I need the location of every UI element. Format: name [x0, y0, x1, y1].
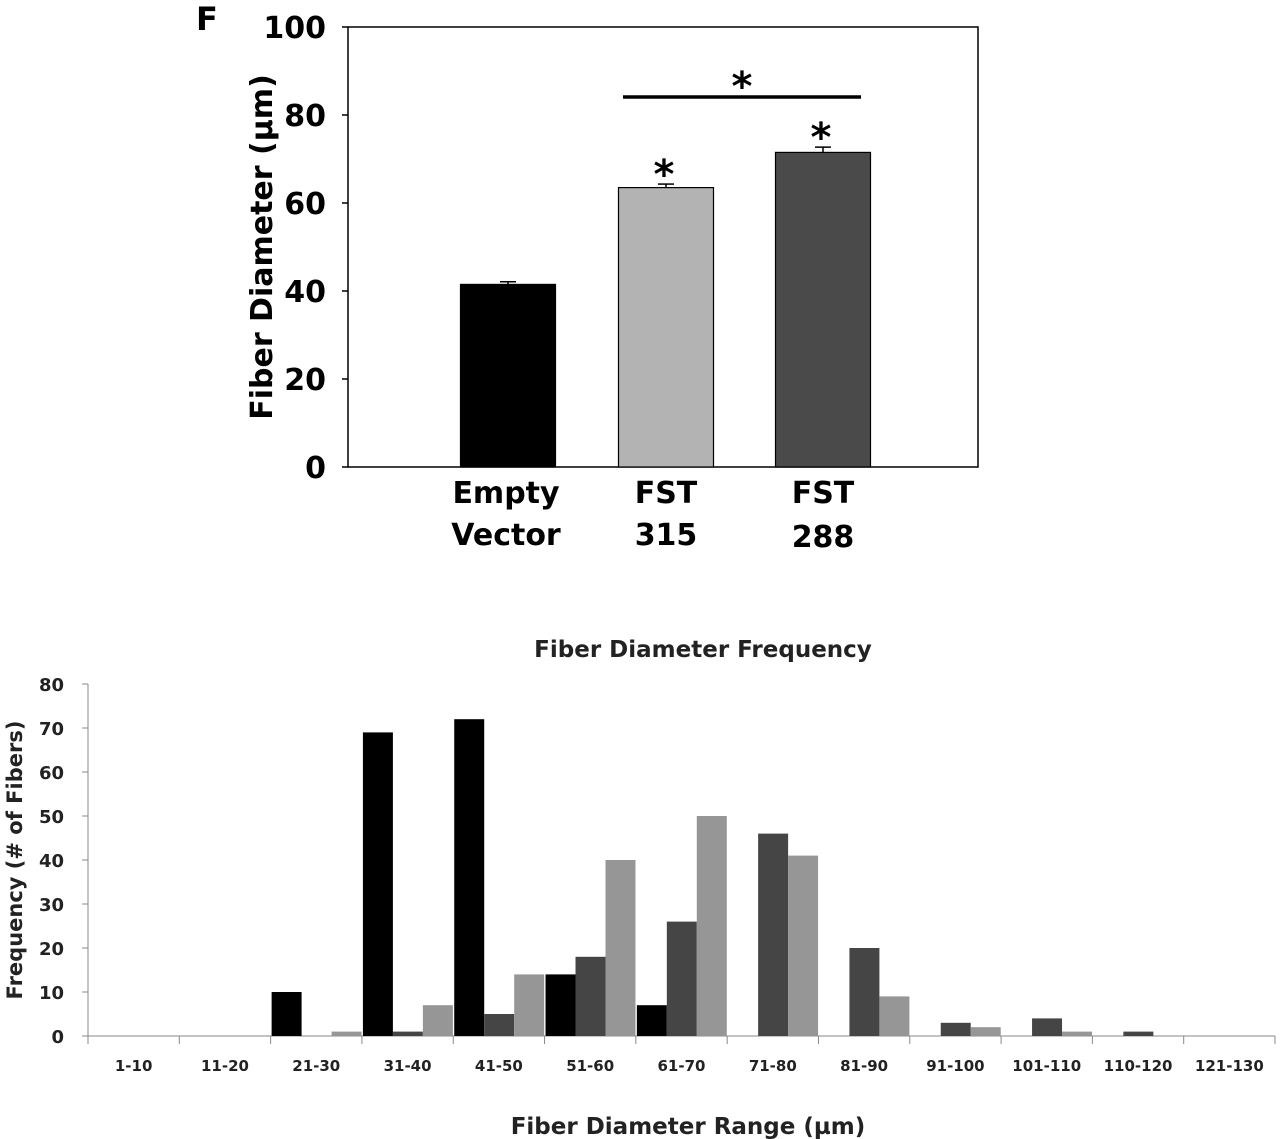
- y-tick-label: 40: [284, 275, 326, 310]
- bar-fst-288: [1123, 1031, 1154, 1036]
- x-tick-label: 51-60: [566, 1057, 614, 1075]
- y-tick-label: 100: [263, 11, 326, 46]
- x-tick-label: FST: [635, 476, 698, 511]
- x-axis-label: Fiber Diameter Range (µm): [511, 1114, 866, 1139]
- bar-fst-315: [788, 855, 819, 1036]
- panel-label: F: [196, 0, 218, 38]
- y-tick-label: 10: [39, 983, 64, 1004]
- y-tick-label: 40: [39, 851, 64, 872]
- bar-fst-288: [666, 921, 697, 1036]
- x-tick-label: FST: [792, 476, 855, 511]
- x-tick-label: 11-20: [201, 1057, 249, 1075]
- bar-fst-315: [1062, 1031, 1093, 1036]
- x-tick-label: 41-50: [475, 1057, 523, 1075]
- y-tick-label: 0: [51, 1027, 64, 1048]
- bar-1: [617, 187, 715, 468]
- bar-fst-288: [940, 1022, 971, 1036]
- x-tick-label: 110-120: [1104, 1057, 1173, 1075]
- significance-star: *: [732, 64, 753, 110]
- bar-empty-vector: [271, 992, 302, 1036]
- bar-0: [459, 283, 557, 468]
- x-tick-label: 121-130: [1195, 1057, 1264, 1075]
- fiber-diameter-frequency-chart: Fiber Diameter Frequency Fiber Diameter …: [3, 637, 1276, 1139]
- y-tick-label: 30: [39, 895, 64, 916]
- bar-fst-288: [392, 1031, 423, 1036]
- bar-fst-288: [849, 948, 880, 1036]
- bar-fst-288: [484, 1014, 515, 1036]
- bar-fst-315: [514, 974, 545, 1036]
- bar-fst-315: [605, 860, 636, 1036]
- bar-fst-288: [758, 833, 789, 1036]
- bar-fst-315: [696, 816, 727, 1036]
- y-axis-label: Fiber Diameter (µm): [245, 74, 280, 420]
- x-tick-label: 315: [635, 518, 698, 553]
- y-axis-label: Frequency (# of Fibers): [3, 721, 27, 1000]
- x-tick-label: 288: [792, 520, 855, 555]
- y-tick-label: 60: [284, 187, 326, 222]
- y-tick-label: 20: [284, 363, 326, 398]
- bar-fst-315: [422, 1005, 453, 1036]
- bar-empty-vector: [362, 732, 393, 1036]
- bar-fst-315: [970, 1027, 1001, 1036]
- y-tick-label: 80: [39, 675, 64, 696]
- y-tick-label: 20: [39, 939, 64, 960]
- x-tick-label: 31-40: [384, 1057, 432, 1075]
- x-tick-label: Vector: [451, 518, 561, 553]
- significance-star: *: [654, 152, 675, 198]
- bar-empty-vector: [454, 719, 485, 1036]
- y-tick-label: 70: [39, 719, 64, 740]
- x-tick-label: 101-110: [1012, 1057, 1081, 1075]
- x-tick-label: 71-80: [749, 1057, 797, 1075]
- y-tick-label: 80: [284, 99, 326, 134]
- significance-star: *: [811, 115, 832, 161]
- bar-empty-vector: [545, 974, 576, 1036]
- x-tick-label: 81-90: [840, 1057, 888, 1075]
- x-tick-label: Empty: [452, 476, 560, 511]
- x-tick-label: 21-30: [292, 1057, 340, 1075]
- x-tick-label: 61-70: [658, 1057, 706, 1075]
- y-tick-label: 0: [305, 451, 326, 486]
- y-tick-label: 60: [39, 763, 64, 784]
- y-tick-label: 50: [39, 807, 64, 828]
- chart-title: Fiber Diameter Frequency: [534, 637, 872, 663]
- x-tick-label: 91-100: [926, 1057, 984, 1075]
- bar-fst-288: [575, 956, 606, 1036]
- bar-fst-315: [879, 996, 910, 1036]
- bar-fst-288: [1032, 1018, 1063, 1036]
- fiber-diameter-bar-chart: F Fiber Diameter (µm) 0 20 40 60 80 100 Empty V…: [196, 0, 979, 555]
- x-tick-label: 1-10: [115, 1057, 153, 1075]
- bar-fst-315: [331, 1031, 362, 1036]
- bar-empty-vector: [636, 1005, 667, 1036]
- bar-2: [774, 151, 872, 468]
